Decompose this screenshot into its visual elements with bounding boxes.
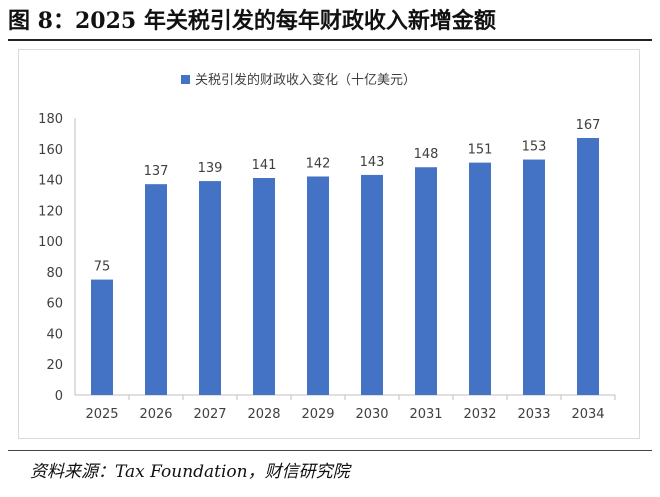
y-tick-label: 40: [46, 327, 63, 342]
bar: [307, 176, 329, 395]
x-tick-label: 2031: [409, 407, 442, 422]
y-tick-label: 0: [55, 389, 63, 404]
x-tick-labels: 2025 2026 2027 2028 2029 2030 2031 2032 2033 2034: [85, 395, 616, 422]
source-note: 资料来源：Tax Foundation，财信研究院: [30, 462, 350, 482]
y-tick-label: 100: [38, 235, 63, 250]
figure-title: 图 8：2025 年关税引发的每年财政收入新增金额: [8, 8, 496, 34]
data-label: 151: [468, 143, 493, 158]
y-tick-label: 180: [38, 112, 63, 127]
legend-label: 关税引发的财政收入变化（十亿美元）: [195, 72, 416, 88]
data-label: 137: [144, 164, 169, 179]
chart-area: 关税引发的财政收入变化（十亿美元） 0 20 40 60 80 100 120 140 160 1…: [18, 49, 640, 439]
x-tick-label: 2025: [85, 407, 118, 422]
legend-swatch: [181, 75, 190, 84]
bar: [91, 279, 113, 395]
x-tick-label: 2033: [517, 407, 550, 422]
title-divider: [8, 39, 652, 41]
y-tick-label: 160: [38, 143, 63, 158]
data-label: 153: [522, 140, 547, 155]
y-tick-label: 140: [38, 174, 63, 189]
bars: [91, 138, 599, 395]
y-tick-label: 60: [46, 297, 63, 312]
data-labels: 75 137 139 141 142 143 148 151 153 167: [94, 118, 601, 275]
x-tick-label: 2028: [247, 407, 280, 422]
x-tick-label: 2026: [139, 407, 172, 422]
data-label: 141: [252, 158, 277, 173]
data-label: 148: [414, 147, 439, 162]
y-tick-label: 80: [46, 266, 63, 281]
bar: [523, 159, 545, 395]
bar: [361, 174, 383, 395]
x-tick-label: 2030: [355, 407, 388, 422]
bar: [199, 181, 221, 395]
bar: [253, 178, 275, 395]
bar: [415, 167, 437, 395]
x-tick-label: 2032: [463, 407, 496, 422]
x-tick-label: 2027: [193, 407, 226, 422]
bar-chart: 关税引发的财政收入变化（十亿美元） 0 20 40 60 80 100 120 140 160 1…: [38, 72, 616, 422]
data-label: 139: [198, 161, 223, 176]
source-divider: [8, 450, 652, 451]
y-ticks: 0 20 40 60 80 100 120 140 160 180: [38, 112, 63, 404]
y-tick-label: 20: [46, 358, 63, 373]
x-tick-label: 2034: [571, 407, 604, 422]
data-label: 167: [576, 118, 601, 133]
bar: [577, 138, 599, 395]
data-label: 75: [94, 260, 111, 275]
legend: 关税引发的财政收入变化（十亿美元）: [181, 72, 416, 88]
x-tick-label: 2029: [301, 407, 334, 422]
bar: [469, 162, 491, 395]
data-label: 142: [306, 156, 331, 171]
data-label: 143: [360, 155, 385, 170]
bar: [145, 184, 167, 395]
y-tick-label: 120: [38, 204, 63, 219]
